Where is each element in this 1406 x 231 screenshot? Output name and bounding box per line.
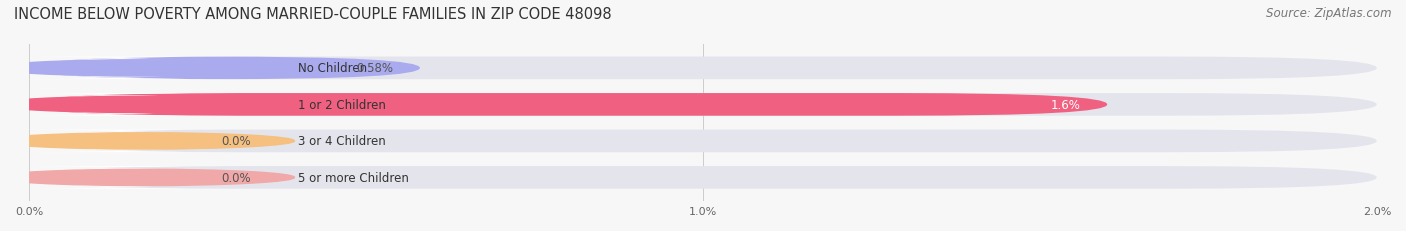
Text: 1.6%: 1.6% xyxy=(1050,98,1080,111)
FancyBboxPatch shape xyxy=(3,94,238,116)
Circle shape xyxy=(0,97,294,113)
FancyBboxPatch shape xyxy=(3,166,238,189)
Text: Source: ZipAtlas.com: Source: ZipAtlas.com xyxy=(1267,7,1392,20)
Text: 0.58%: 0.58% xyxy=(356,62,394,75)
FancyBboxPatch shape xyxy=(3,130,238,152)
FancyBboxPatch shape xyxy=(30,94,1108,116)
FancyBboxPatch shape xyxy=(30,57,1376,80)
Text: INCOME BELOW POVERTY AMONG MARRIED-COUPLE FAMILIES IN ZIP CODE 48098: INCOME BELOW POVERTY AMONG MARRIED-COUPL… xyxy=(14,7,612,22)
FancyBboxPatch shape xyxy=(30,94,1376,116)
Text: 1 or 2 Children: 1 or 2 Children xyxy=(298,98,385,111)
Circle shape xyxy=(0,61,294,77)
Circle shape xyxy=(0,170,294,186)
FancyBboxPatch shape xyxy=(30,130,1376,152)
Text: 3 or 4 Children: 3 or 4 Children xyxy=(298,135,385,148)
Text: 5 or more Children: 5 or more Children xyxy=(298,171,409,184)
FancyBboxPatch shape xyxy=(3,57,238,80)
FancyBboxPatch shape xyxy=(30,166,1376,189)
Text: 0.0%: 0.0% xyxy=(221,135,250,148)
Circle shape xyxy=(0,133,294,149)
Text: No Children: No Children xyxy=(298,62,367,75)
Text: 0.0%: 0.0% xyxy=(221,171,250,184)
FancyBboxPatch shape xyxy=(30,57,420,80)
